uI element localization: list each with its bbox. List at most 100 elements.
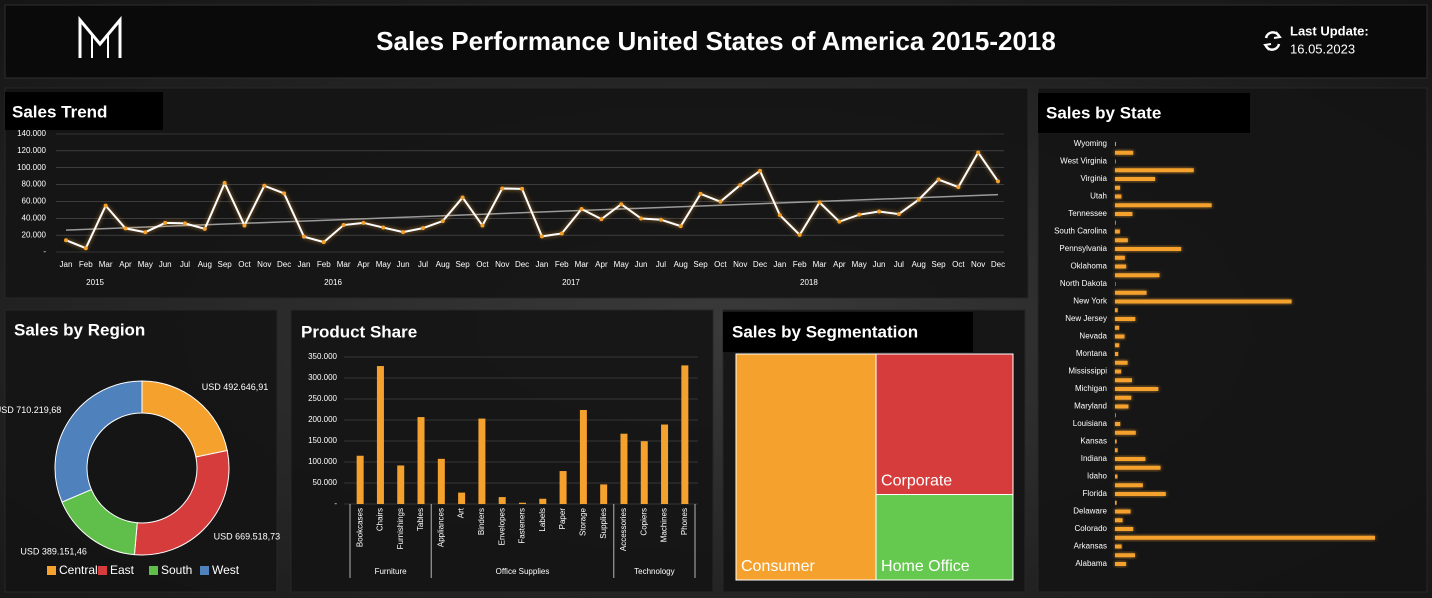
data-point <box>480 223 485 228</box>
x-tick-label: Feb <box>317 260 331 269</box>
treemap-tile <box>735 353 877 581</box>
legend-label: South <box>161 563 192 577</box>
x-tick-label: Mar <box>337 260 351 269</box>
bar <box>1115 255 1125 260</box>
data-point <box>877 209 882 214</box>
x-tick-label: Jan <box>298 260 311 269</box>
y-tick-label: 300.000 <box>308 373 337 382</box>
x-tick-label: Jan <box>535 260 548 269</box>
bar <box>1115 220 1116 225</box>
y-tick-label: Louisiana <box>1073 419 1108 428</box>
header-panel <box>4 4 1428 79</box>
x-tick-label: Jun <box>873 260 886 269</box>
y-tick-label: 120.000 <box>17 146 46 155</box>
x-tick-label: Nov <box>495 260 509 269</box>
y-tick-label: Kansas <box>1080 437 1107 446</box>
data-point <box>301 234 306 239</box>
bar <box>1115 465 1161 470</box>
x-tick-label: Jun <box>397 260 410 269</box>
legend-label: Central <box>59 563 98 577</box>
logo <box>78 15 122 58</box>
y-tick-label: 150.000 <box>308 436 337 445</box>
y-tick-label: - <box>43 247 46 256</box>
x-tick-label: Storage <box>578 507 587 536</box>
x-tick-label: Jun <box>159 260 172 269</box>
panel <box>290 309 714 593</box>
y-tick-label: Wyoming <box>1074 139 1107 148</box>
x-tick-label: Envelopes <box>497 508 506 545</box>
data-point <box>182 221 187 226</box>
bar <box>356 455 364 504</box>
x-tick-label: Labels <box>538 508 547 532</box>
bar <box>397 465 405 504</box>
x-tick-label: Dec <box>991 260 1005 269</box>
bar <box>1115 194 1122 199</box>
bar <box>1115 369 1122 374</box>
y-tick-label: Utah <box>1090 192 1107 201</box>
data-point <box>103 203 108 208</box>
data-point <box>896 212 901 217</box>
x-tick-label: Feb <box>79 260 93 269</box>
x-tick-label: Jul <box>894 260 904 269</box>
y-tick-label: 40.000 <box>22 213 47 222</box>
data-point <box>401 230 406 235</box>
bar <box>1115 544 1122 549</box>
x-tick-label: Feb <box>793 260 807 269</box>
bar <box>1115 395 1132 400</box>
x-tick-label: Binders <box>477 508 486 535</box>
data-point <box>996 179 1000 184</box>
data-label: USD 492.646,91 <box>202 382 269 392</box>
panel-title-box <box>1038 93 1250 133</box>
x-tick-label: Supplies <box>599 508 608 539</box>
y-tick-label: Montana <box>1076 349 1108 358</box>
data-point <box>599 217 604 222</box>
sales-line <box>65 150 999 250</box>
x-tick-label: Jan <box>773 260 786 269</box>
legend-label: West <box>212 563 240 577</box>
bar <box>458 492 466 504</box>
y-tick-label: Nevada <box>1079 332 1107 341</box>
bar <box>498 497 506 504</box>
panel-title: Sales Trend <box>12 102 107 121</box>
data-point <box>936 177 941 182</box>
x-tick-label: Oct <box>238 260 251 269</box>
x-tick-label: Furnishings <box>396 508 405 549</box>
bar <box>478 418 486 504</box>
panel-title: Sales by Segmentation <box>732 322 918 341</box>
panel <box>1037 87 1428 593</box>
x-tick-label: Oct <box>714 260 727 269</box>
y-tick-label: Indiana <box>1081 454 1108 463</box>
tile-label: Consumer <box>741 558 815 575</box>
bar <box>1115 203 1212 208</box>
data-point <box>738 183 743 188</box>
x-tick-label: Oct <box>476 260 489 269</box>
bar <box>1115 299 1292 304</box>
dashboard-title: Sales Performance United States of Ameri… <box>376 26 1056 56</box>
y-tick-label: Virginia <box>1080 174 1107 183</box>
bar <box>1115 457 1146 461</box>
bar <box>1115 150 1134 155</box>
x-tick-label: Nov <box>257 260 271 269</box>
x-tick-label: Appliances <box>436 508 445 547</box>
x-group-label: 2017 <box>562 278 580 287</box>
y-tick-label: Alabama <box>1075 559 1107 568</box>
bar <box>1115 212 1133 216</box>
bar <box>1115 142 1116 146</box>
data-point <box>579 207 584 212</box>
y-tick-label: South Carolina <box>1054 227 1107 236</box>
y-tick-label: 100.000 <box>17 163 46 172</box>
last-update-label: Last Update: <box>1290 23 1369 38</box>
y-tick-label: 200.000 <box>308 415 337 424</box>
panel-title: Product Share <box>301 322 417 341</box>
y-tick-label: Michigan <box>1075 384 1107 393</box>
bar <box>1115 448 1118 453</box>
x-tick-label: Dec <box>515 260 529 269</box>
bar <box>1115 229 1120 234</box>
data-label: USD 389.151,46 <box>20 547 87 557</box>
bar <box>376 366 384 504</box>
y-tick-label: Florida <box>1083 489 1108 498</box>
x-tick-label: Paper <box>558 508 567 530</box>
x-tick-label: May <box>376 260 391 269</box>
data-point <box>202 226 207 231</box>
y-tick-label: 50.000 <box>313 478 338 487</box>
